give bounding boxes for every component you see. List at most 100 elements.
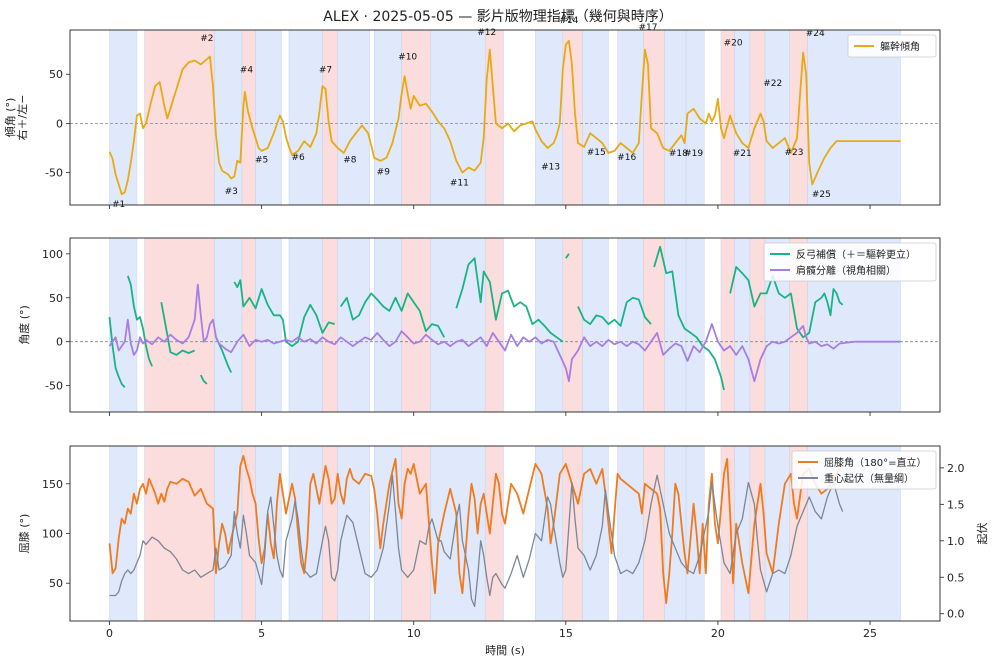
x-tick-label: 25: [863, 627, 877, 640]
y-right-tick-label: 1.5: [947, 498, 965, 511]
y-right-tick-label: 0.5: [947, 571, 965, 584]
phase-band-red: [241, 238, 256, 412]
phase-band-blue: [685, 30, 705, 205]
annotation-label: #6: [292, 153, 306, 163]
annotation-label: #18: [669, 149, 688, 159]
phase-band-blue: [582, 30, 609, 205]
phase-band-red: [144, 446, 215, 621]
axes-frame: [69, 29, 941, 206]
phase-band-red: [144, 30, 215, 205]
phase-band-blue: [582, 446, 609, 621]
phase-band-red: [720, 30, 735, 205]
annotation-label: #20: [724, 39, 743, 49]
y-tick-label: 0: [56, 336, 63, 349]
x-tick-label: 20: [711, 627, 725, 640]
phase-band-red: [562, 238, 583, 412]
legend-label: 肩髖分離（視角相關）: [796, 264, 896, 277]
annotation-label: #22: [763, 79, 782, 89]
phase-band-red: [484, 446, 504, 621]
y-axis-label: 右＋/左−: [15, 95, 29, 141]
legend-label: 屈膝角（180°=直立）: [824, 456, 926, 469]
series-line-0-seg-5: [233, 279, 335, 347]
y-tick-label: 50: [49, 68, 63, 81]
y-tick-label: 100: [42, 528, 63, 541]
y-right-tick-label: 1.0: [947, 535, 965, 548]
y-tick-label: 100: [42, 248, 63, 261]
phase-band-red: [484, 30, 504, 205]
phase-band-red: [144, 238, 215, 412]
phase-band-blue: [430, 238, 486, 412]
annotation-label: #21: [733, 149, 752, 159]
annotation-label: #14: [559, 16, 578, 26]
phase-band-blue: [764, 30, 790, 205]
series-line-1-seg-0: [109, 474, 844, 608]
series-group: [108, 455, 844, 608]
annotation-label: #7: [319, 65, 332, 75]
phase-band-blue: [255, 30, 282, 205]
phase-band-blue: [685, 238, 705, 412]
x-tick-label: 0: [106, 627, 113, 640]
phase-band-blue: [109, 446, 138, 621]
x-tick-label: 5: [258, 627, 265, 640]
phase-band-blue: [373, 30, 402, 205]
series-line-0-seg-6: [339, 292, 445, 338]
legend-box: [847, 34, 937, 58]
legend-label: 反弓補償（＋＝驅幹更立）: [796, 248, 916, 261]
y-right-tick-label: 0.0: [947, 608, 965, 621]
annotation-label: #8: [343, 156, 357, 166]
phase-band-blue: [734, 30, 751, 205]
phase-band-blue: [337, 238, 370, 412]
series-line-0-seg-7: [455, 257, 564, 343]
phase-bands: [109, 30, 901, 205]
series-line-1-seg-0: [108, 283, 901, 383]
y-tick-label: 50: [49, 577, 63, 590]
phase-band-blue: [582, 238, 609, 412]
series-group: [108, 245, 901, 391]
y-tick-label: -50: [45, 380, 63, 393]
annotation-label: #2: [200, 34, 213, 44]
phase-band-blue: [288, 446, 323, 621]
annotation-label: #3: [225, 187, 238, 197]
x-axis-label: 時間 (s): [485, 644, 525, 657]
series-line-0-seg-11: [729, 266, 844, 339]
phase-band-red: [562, 30, 583, 205]
series-line-0-seg-2: [160, 302, 196, 356]
phase-band-blue: [617, 30, 644, 205]
annotation-label: #24: [806, 29, 825, 39]
phase-band-blue: [288, 238, 323, 412]
series-line-0-seg-0: [108, 39, 901, 196]
phase-band-blue: [214, 238, 243, 412]
phase-band-blue: [617, 238, 644, 412]
phase-band-blue: [373, 238, 402, 412]
annotation-label: #4: [240, 65, 254, 75]
y-right-axis-label: 起伏: [975, 523, 989, 545]
phase-band-blue: [734, 238, 751, 412]
y-right-tick-label: 2.0: [947, 462, 965, 475]
y-tick-label: 50: [49, 292, 63, 305]
legend-box: [763, 242, 937, 282]
y-axis-label: 傾角 (°): [3, 98, 17, 138]
phase-band-blue: [535, 238, 564, 412]
x-tick-label: 15: [559, 627, 573, 640]
phase-band-red: [241, 446, 256, 621]
series-line-0-seg-3: [199, 374, 208, 385]
annotation-label: #11: [450, 178, 469, 188]
annotation-label: #10: [398, 52, 417, 62]
series-line-0-seg-1: [126, 275, 153, 367]
y-tick-label: 150: [42, 478, 63, 491]
phase-band-blue: [617, 446, 644, 621]
phase-bands: [109, 446, 901, 621]
phase-band-red: [322, 238, 338, 412]
phase-band-blue: [109, 238, 138, 412]
phase-band-blue: [535, 30, 564, 205]
phase-band-red: [562, 446, 583, 621]
annotation-label: #17: [638, 23, 657, 33]
annotation-label: #16: [617, 153, 636, 163]
phase-band-blue: [430, 30, 486, 205]
phase-band-red: [401, 238, 431, 412]
y-axis-label: 角度 (°): [17, 305, 31, 345]
series-line-0-seg-10: [653, 245, 725, 391]
annotation-label: #15: [587, 148, 606, 158]
